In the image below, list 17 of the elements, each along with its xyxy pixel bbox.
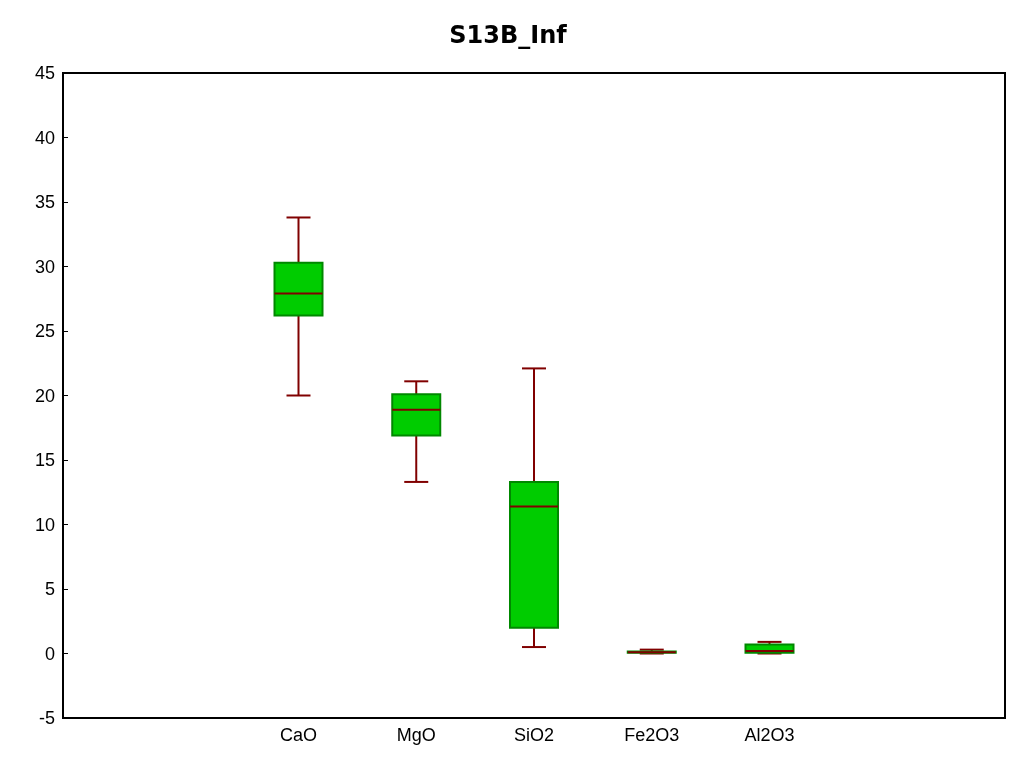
y-tick-label: 20 bbox=[34, 385, 55, 406]
y-tick-label: -5 bbox=[38, 708, 55, 728]
chart-title: S13B_Inf bbox=[449, 21, 568, 49]
y-tick-label: 35 bbox=[34, 192, 55, 212]
x-tick-label: Fe2O3 bbox=[624, 725, 680, 745]
x-tick-label: SiO2 bbox=[513, 725, 555, 745]
y-tick-label: 5 bbox=[44, 579, 55, 599]
y-tick-label: 40 bbox=[34, 127, 55, 148]
x-tick-label: CaO bbox=[279, 725, 318, 745]
y-tick-label: 15 bbox=[34, 450, 55, 470]
x-tick-label: Al2O3 bbox=[744, 725, 795, 745]
x-tick-label: MgO bbox=[396, 725, 436, 745]
y-tick-label: 30 bbox=[34, 256, 55, 277]
y-tick-label: 10 bbox=[34, 514, 55, 535]
y-tick-label: 25 bbox=[34, 321, 55, 341]
y-tick-label: 45 bbox=[34, 63, 55, 83]
y-tick-label: 0 bbox=[44, 643, 55, 664]
